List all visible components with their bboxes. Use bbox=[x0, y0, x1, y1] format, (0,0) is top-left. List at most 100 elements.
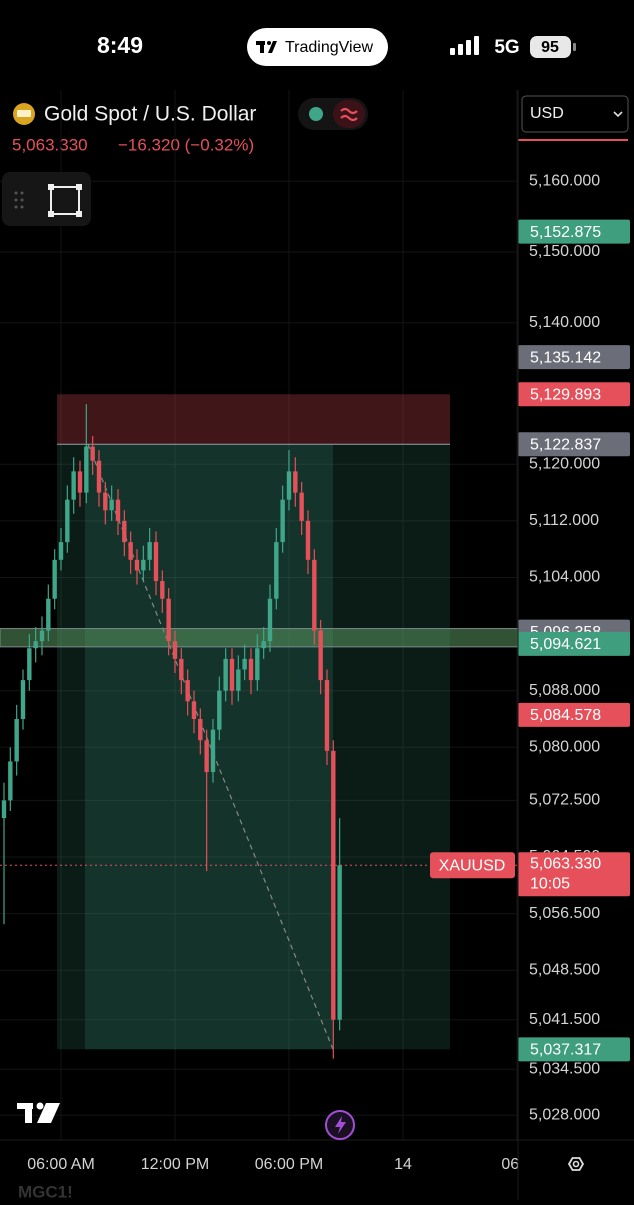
stop-zone bbox=[57, 394, 450, 445]
symbol-tag-label: XAUUSD bbox=[439, 857, 506, 874]
price-marker bbox=[518, 631, 630, 656]
y-tick-label: 5,028.000 bbox=[529, 1106, 600, 1123]
app-pill[interactable] bbox=[247, 28, 388, 66]
zone-band bbox=[0, 628, 518, 648]
candle-body bbox=[261, 641, 266, 649]
last-price: 5,063.330 bbox=[12, 135, 88, 154]
candle-body bbox=[198, 719, 203, 741]
currency-select[interactable] bbox=[521, 95, 629, 133]
candle-body bbox=[286, 471, 292, 500]
gold-bar bbox=[17, 110, 31, 117]
battery bbox=[530, 36, 571, 58]
currency: USD bbox=[530, 105, 564, 122]
price-marker-label: 5,037.317 bbox=[530, 1042, 601, 1059]
drag-handle bbox=[14, 191, 24, 209]
y-tick-label: 5,072.500 bbox=[529, 792, 600, 809]
status-bar: 8:49 TradingView 5G 95 bbox=[97, 28, 576, 66]
candle-body bbox=[204, 740, 209, 773]
candle-body bbox=[65, 499, 70, 543]
rectangle-tool[interactable] bbox=[50, 186, 80, 215]
candle-body bbox=[305, 520, 311, 560]
last-price-marker bbox=[518, 852, 630, 897]
tradingview-logo bbox=[17, 1102, 60, 1123]
candle-body bbox=[39, 630, 45, 642]
y-tick-label: 5,112.000 bbox=[529, 512, 599, 529]
candle-body bbox=[217, 690, 222, 730]
candle-body bbox=[153, 542, 159, 582]
candle-body bbox=[337, 865, 342, 1020]
candle-body bbox=[90, 446, 95, 461]
candle-body bbox=[223, 658, 228, 691]
y-tick-label: 5,160.000 bbox=[529, 172, 600, 189]
candle-body bbox=[33, 641, 38, 649]
candle-body bbox=[122, 520, 127, 543]
price-marker-label: 5,135.142 bbox=[530, 349, 601, 366]
candle-body bbox=[172, 641, 178, 659]
toolbar-bg bbox=[2, 172, 91, 226]
candle-body bbox=[147, 542, 152, 560]
candle-body bbox=[77, 471, 83, 493]
candle-body bbox=[274, 542, 279, 599]
drawing-toolbar bbox=[2, 172, 91, 226]
price-marker-label: 5,122.837 bbox=[530, 436, 601, 453]
candle-body bbox=[293, 471, 298, 493]
price-marker bbox=[518, 382, 630, 407]
candle-body bbox=[280, 499, 285, 543]
price-axis: 5,160.000 5,150.000 5,140.000 5,120.000 5,11… bbox=[430, 172, 630, 1123]
countdown: 10:05 bbox=[530, 875, 570, 892]
candle-body bbox=[8, 761, 13, 801]
battery-level: 95 bbox=[541, 39, 559, 56]
x-tick-label: 06:0 bbox=[501, 1156, 532, 1173]
candle-body bbox=[160, 581, 165, 599]
candle-body bbox=[1, 800, 7, 819]
y-tick-label: 5,034.500 bbox=[529, 1060, 600, 1077]
price-marker bbox=[518, 345, 630, 370]
candle-body bbox=[115, 499, 121, 521]
candle-body bbox=[109, 499, 114, 511]
candle-body bbox=[210, 729, 216, 773]
price-marker bbox=[518, 702, 630, 727]
delay-badge bbox=[333, 100, 365, 128]
candle-body bbox=[84, 446, 89, 493]
price-marker bbox=[518, 1037, 630, 1062]
y-tick-label: 5,080.000 bbox=[529, 739, 600, 756]
candle-body bbox=[128, 542, 133, 560]
candle-body bbox=[255, 648, 260, 681]
candle-body bbox=[236, 669, 241, 691]
settings-icon bbox=[572, 1160, 580, 1168]
y-tick-label: 5,048.500 bbox=[529, 961, 600, 978]
y-tick-label: 5,041.500 bbox=[529, 1011, 600, 1028]
y-tick-label: 5,140.000 bbox=[529, 314, 600, 331]
symbol-name[interactable]: Gold Spot / U.S. Dollar bbox=[44, 103, 256, 126]
candle-body bbox=[71, 471, 76, 500]
battery-cap bbox=[573, 43, 576, 51]
y-tick-label: 5,104.000 bbox=[529, 569, 600, 586]
app-name: TradingView bbox=[285, 39, 373, 56]
candle-body bbox=[27, 648, 32, 681]
symbol-tag bbox=[430, 852, 515, 879]
candle-body bbox=[20, 680, 26, 720]
price-marker-label: 5,152.875 bbox=[530, 224, 601, 241]
candle-body bbox=[185, 680, 190, 702]
price-marker-label: 5,129.893 bbox=[530, 387, 601, 404]
candle-body bbox=[324, 680, 330, 751]
candle-body bbox=[179, 658, 184, 681]
candle-body bbox=[96, 460, 102, 493]
candle-body bbox=[267, 598, 273, 642]
price-marker bbox=[518, 219, 630, 244]
candle-body bbox=[331, 750, 336, 1020]
price-marker-label: 5,084.578 bbox=[530, 707, 601, 724]
last-price-label: 5,063.330 bbox=[530, 855, 601, 872]
footer-symbol: MGC1! bbox=[18, 1182, 73, 1200]
settings-button[interactable] bbox=[567, 1157, 585, 1171]
y-tick-label: 5,120.000 bbox=[529, 456, 600, 473]
candle-body bbox=[103, 492, 108, 511]
time-axis: 06:00 AM 12:00 PM 06:00 PM 14 06:0 bbox=[27, 1156, 532, 1173]
market-open-dot bbox=[309, 107, 323, 121]
network: 5G bbox=[494, 37, 519, 58]
price-marker-label: 5,094.621 bbox=[530, 636, 601, 653]
y-tick-label: 5,056.500 bbox=[529, 905, 600, 922]
clock: 8:49 bbox=[97, 32, 143, 58]
